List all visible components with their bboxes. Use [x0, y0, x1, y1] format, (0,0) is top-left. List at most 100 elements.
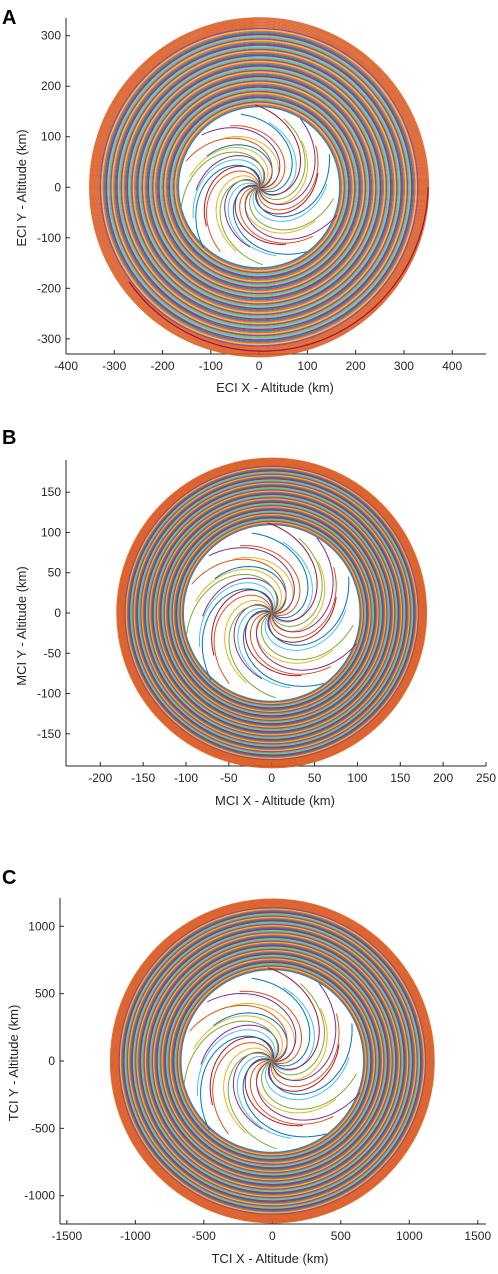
spiral-arm-b	[239, 544, 301, 616]
spirals-c	[109, 898, 435, 1224]
orbit-ring-c	[138, 927, 407, 1195]
orbit-ring-a	[163, 92, 355, 283]
orbit-ring-c	[125, 913, 420, 1209]
spiral-arm-a	[192, 159, 262, 219]
y-tick-label-c: -500	[31, 1121, 55, 1135]
spiral-arm-a	[189, 146, 269, 188]
orbit-ring-c	[153, 942, 391, 1180]
spiral-arm-b	[211, 589, 274, 656]
orbit-ring-a	[174, 102, 344, 272]
orbit-ring-c	[118, 906, 427, 1216]
orbit-ring-c	[160, 949, 384, 1173]
orbit-ring-a	[110, 38, 409, 337]
orbit-ring-a	[154, 83, 364, 292]
orbit-ring-b	[176, 518, 367, 708]
orbit-ring-a	[153, 81, 365, 293]
y-tick-label-a: 300	[41, 29, 61, 43]
y-tick-label-b: -150	[37, 727, 61, 741]
orbit-ring-a	[128, 56, 391, 319]
spiral-arm-a	[195, 164, 260, 249]
spiral-arm-b	[228, 604, 276, 699]
orbit-ring-a	[139, 68, 379, 307]
spiral-arm-a	[257, 145, 319, 211]
orbit-ring-c	[157, 946, 388, 1176]
orbit-ring-a	[104, 32, 415, 343]
spiral-arm-b	[245, 610, 302, 677]
orbit-ring-b	[135, 476, 409, 750]
orbit-ring-a	[171, 99, 347, 275]
orbit-ring-b	[149, 491, 394, 735]
orbit-ring-c	[177, 966, 368, 1156]
orbit-ring-c	[168, 956, 377, 1166]
orbit-ring-b	[178, 520, 365, 706]
orbit-ring-c	[139, 928, 406, 1194]
orbit-ring-c	[166, 955, 378, 1167]
orbit-ring-b	[117, 458, 427, 768]
orbit-ring-b	[152, 493, 392, 733]
orbit-ring-a	[132, 60, 386, 314]
spiral-arm-c	[271, 983, 337, 1082]
spiral-arm-a	[206, 144, 273, 188]
orbit-ring-b	[174, 515, 369, 711]
x-tick-label-a: -300	[102, 359, 126, 373]
spiral-arm-c	[255, 1060, 337, 1114]
orbit-ring-c	[132, 921, 413, 1201]
spiral-arm-b	[255, 612, 334, 664]
spiral-arm-a	[252, 183, 328, 222]
spiral-arm-b	[271, 537, 323, 627]
orbit-ring-a	[169, 98, 349, 277]
orbit-ring-b	[154, 495, 390, 731]
orbit-ring-c	[149, 937, 396, 1185]
orbit-ring-a	[159, 87, 359, 287]
orbit-ring-c	[175, 963, 370, 1159]
x-tick-label-b: -200	[88, 771, 112, 785]
orbit-ring-a	[120, 48, 398, 326]
orbit-ring-c	[152, 941, 393, 1181]
spiral-arm-c	[267, 967, 320, 1070]
orbit-ring-c	[113, 902, 432, 1220]
orbit-ring-c	[111, 899, 434, 1223]
orbit-ring-a	[92, 20, 427, 355]
orbit-ring-a	[147, 75, 371, 299]
orbit-ring-c	[165, 954, 379, 1168]
spiral-arm-c	[200, 1024, 280, 1065]
spiral-arm-b	[271, 541, 313, 623]
x-axis-label-b: MCI X - Altitude (km)	[215, 793, 335, 808]
orbit-ring-b	[128, 469, 415, 757]
x-tick-label-c: 1500	[464, 1229, 491, 1243]
spiral-arm-a	[258, 118, 316, 205]
orbit-ring-b	[118, 459, 425, 767]
orbit-ring-b	[139, 481, 404, 745]
spiral-arm-a	[203, 165, 261, 227]
orbit-ring-c	[143, 931, 402, 1191]
spiral-arm-c	[271, 983, 326, 1076]
spiral-arm-a	[258, 118, 306, 200]
orbit-ring-c	[163, 951, 382, 1171]
orbit-ring-c	[150, 938, 395, 1184]
y-tick-label-a: -200	[37, 281, 61, 295]
orbit-ring-a	[101, 29, 418, 346]
x-tick-label-c: 1000	[396, 1229, 423, 1243]
orbit-ring-c	[119, 908, 426, 1214]
orbit-ring-a	[160, 89, 358, 286]
orbit-ring-b	[150, 492, 393, 734]
spiral-arm-a	[201, 127, 281, 188]
x-tick-label-a: -400	[54, 359, 78, 373]
spiral-arm-c	[239, 990, 302, 1064]
spirals-a	[89, 17, 430, 358]
orbit-ring-b	[146, 487, 397, 739]
spiral-arm-b	[260, 612, 354, 661]
spiral-arm-b	[202, 577, 279, 617]
orbit-ring-a	[144, 72, 374, 302]
orbit-ring-a	[126, 54, 392, 320]
orbit-ring-c	[158, 947, 387, 1175]
spiral-arm-a	[255, 104, 302, 196]
orbit-ring-c	[122, 911, 422, 1211]
x-tick-label-a: -200	[151, 359, 175, 373]
orbit-ring-b	[129, 471, 414, 755]
orbit-ring-b	[163, 504, 381, 722]
orbit-ring-b	[138, 479, 405, 747]
spiral-arm-b	[256, 612, 358, 671]
orbit-ring-a	[89, 17, 430, 358]
